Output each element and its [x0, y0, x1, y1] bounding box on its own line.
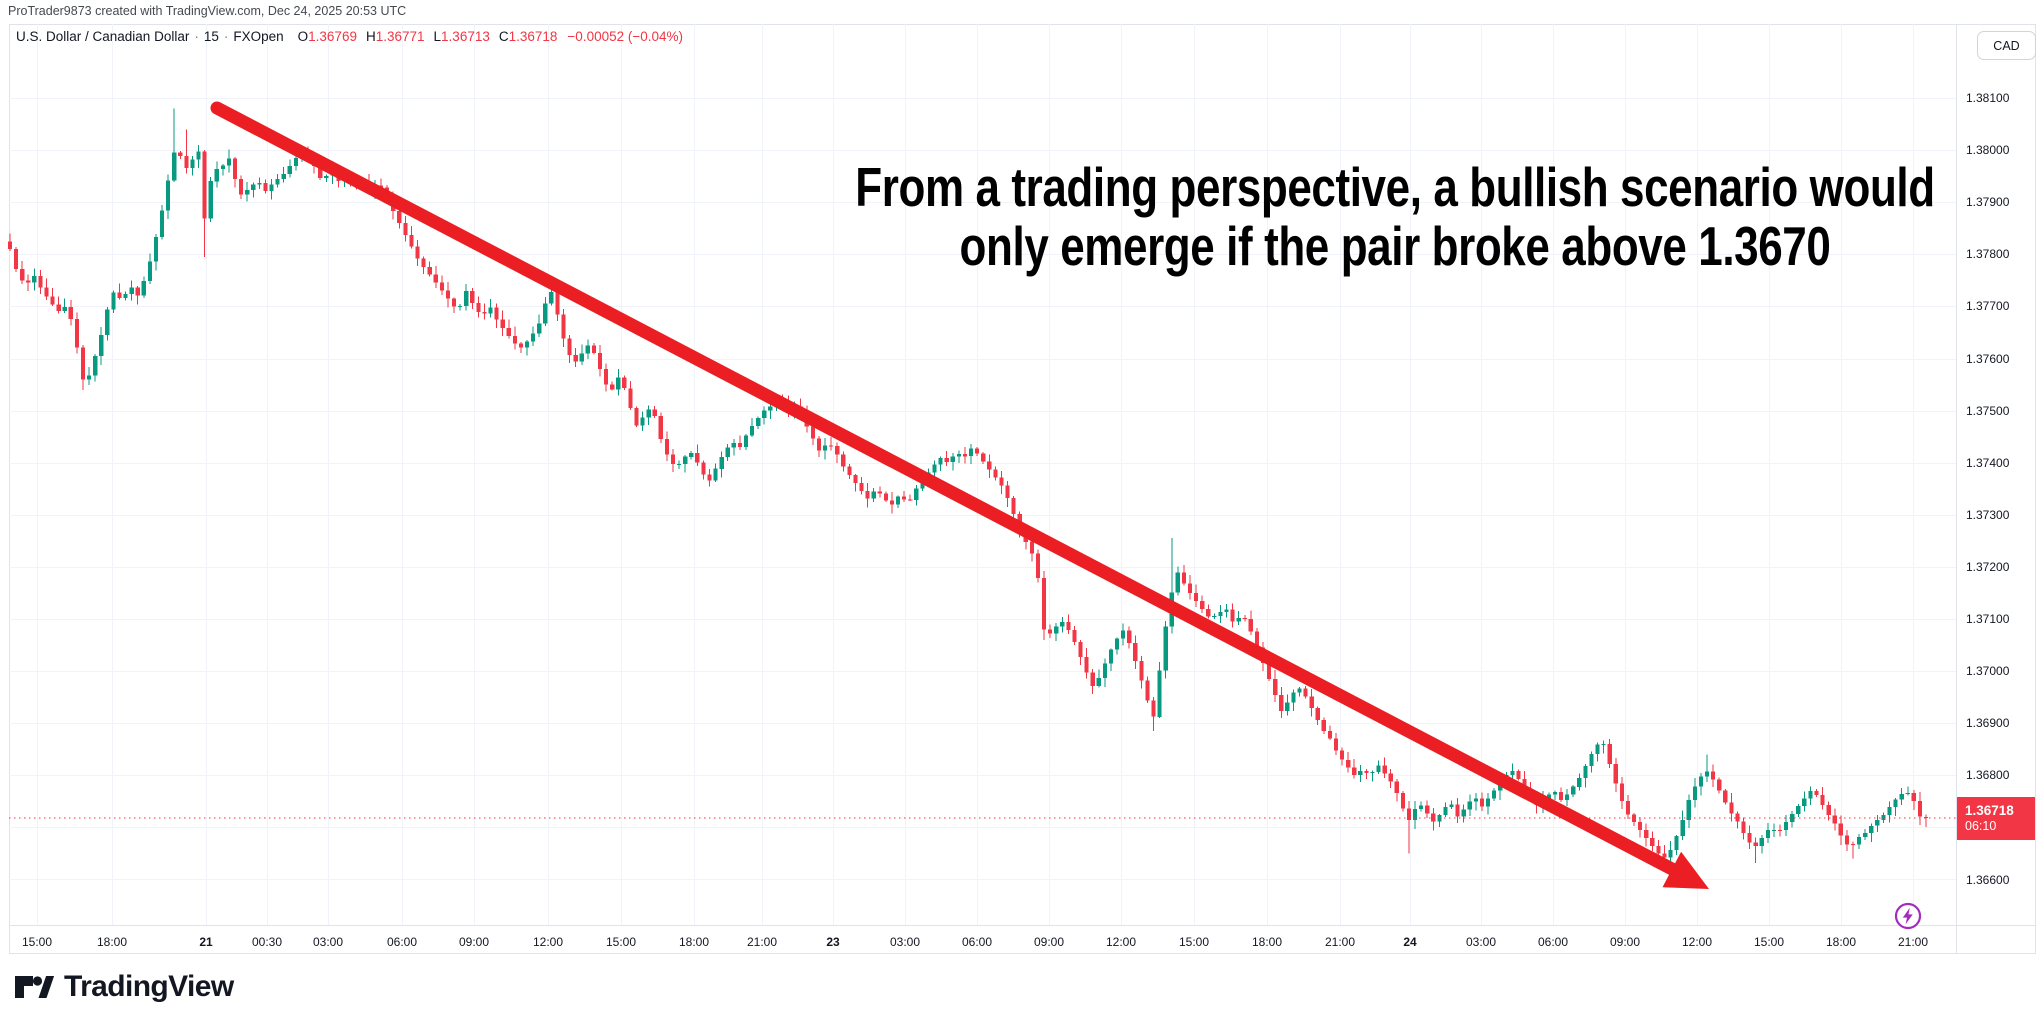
price-tick-label: 1.37400	[1966, 455, 2010, 470]
time-tick-label: 21:00	[1897, 935, 1929, 949]
time-tick-label: 18:00	[678, 935, 710, 949]
open-value: 1.36769	[308, 29, 357, 44]
trendline-drawing[interactable]	[210, 101, 1709, 889]
last-price-value: 1.36718	[1965, 803, 2014, 819]
time-tick-label: 03:00	[1465, 935, 1497, 949]
price-tick-label: 1.36600	[1966, 872, 2010, 887]
legend-separator: ·	[194, 29, 199, 44]
price-tick-label: 1.38100	[1966, 91, 2010, 105]
trendline-arrowhead	[1662, 851, 1709, 889]
tradingview-logo[interactable]: TradingView	[14, 966, 234, 1008]
price-tick-label: 1.37100	[1966, 612, 2010, 626]
brand-name: TradingView	[64, 970, 234, 1003]
interval-label[interactable]: 15	[203, 29, 219, 44]
close-value: 1.36718	[508, 29, 558, 44]
time-tick-label: 12:00	[532, 935, 564, 949]
time-tick-label: 00:30	[251, 935, 283, 949]
price-tick-label: 1.36800	[1966, 768, 2010, 783]
change-value: −0.00052 (−0.04%)	[567, 29, 684, 44]
time-tick-label: 15:00	[1753, 935, 1785, 949]
price-tick-label: 1.37900	[1966, 195, 2010, 210]
time-tick-label: 12:00	[1681, 935, 1713, 949]
time-tick-label: 09:00	[458, 935, 490, 949]
last-price-label: 1.36718 06:10	[1957, 797, 2035, 841]
time-tick-label: 06:00	[1537, 935, 1569, 949]
price-axis-separator	[1956, 24, 1957, 954]
grid	[9, 24, 1956, 925]
price-tick-label: 1.37200	[1966, 559, 2010, 574]
time-tick-label: 21	[199, 935, 213, 949]
symbol-legend: U.S. Dollar / Canadian Dollar · 15 · FXOpen …	[16, 29, 683, 44]
currency-button[interactable]: CAD	[1977, 31, 2036, 60]
legend-separator: ·	[223, 29, 229, 44]
price-tick-label: 1.37500	[1966, 403, 2010, 418]
time-tick-label: 18:00	[1251, 935, 1283, 949]
annotation-text-drawing[interactable]: From a trading perspective, a bullish sc…	[855, 156, 1935, 277]
chart-frame	[9, 24, 2036, 954]
price-tick-label: 1.37600	[1966, 351, 2010, 366]
time-tick-label: 21:00	[1324, 935, 1356, 949]
price-tick-label: 1.36900	[1966, 716, 2010, 731]
time-tick-label: 21:00	[746, 935, 778, 949]
time-tick-label: 15:00	[605, 935, 637, 949]
tradingview-logo-mark	[15, 976, 54, 998]
time-tick-label: 06:00	[386, 935, 418, 949]
time-tick-label: 23	[826, 935, 840, 949]
market-status-flash-icon[interactable]	[1893, 901, 1923, 931]
time-tick-label: 09:00	[1033, 935, 1065, 949]
high-value: 1.36771	[375, 29, 425, 44]
time-tick-label: 15:00	[21, 935, 53, 949]
time-tick-label: 03:00	[889, 935, 921, 949]
price-tick-label: 1.37700	[1966, 299, 2010, 314]
attribution-text: ProTrader9873 created with TradingView.c…	[8, 4, 407, 18]
time-tick-label: 06:00	[961, 935, 993, 949]
price-tick-label: 1.38000	[1966, 143, 2010, 158]
exchange-label: FXOpen	[233, 29, 284, 44]
time-tick-label: 18:00	[96, 935, 128, 949]
price-tick-label: 1.37000	[1966, 664, 2010, 679]
annotation-line-2: only emerge if the pair broke above 1.36…	[959, 215, 1831, 277]
time-tick-label: 18:00	[1825, 935, 1857, 949]
time-tick-label: 15:00	[1178, 935, 1210, 949]
low-value: 1.36713	[441, 29, 490, 44]
price-tick-label: 1.37800	[1966, 247, 2010, 262]
symbol-name[interactable]: U.S. Dollar / Canadian Dollar	[16, 29, 190, 44]
time-axis-separator	[9, 925, 2036, 926]
annotation-line-1: From a trading perspective, a bullish sc…	[855, 156, 1935, 218]
price-tick-label: 1.37300	[1966, 507, 2010, 522]
time-tick-label: 12:00	[1105, 935, 1137, 949]
ohlc-values: O1.36769 H1.36771 L1.36713 C1.36718	[297, 29, 558, 44]
time-tick-label: 24	[1403, 935, 1417, 949]
time-tick-label: 09:00	[1609, 935, 1641, 949]
time-tick-label: 03:00	[312, 935, 344, 949]
bar-countdown: 06:10	[1965, 819, 1997, 834]
